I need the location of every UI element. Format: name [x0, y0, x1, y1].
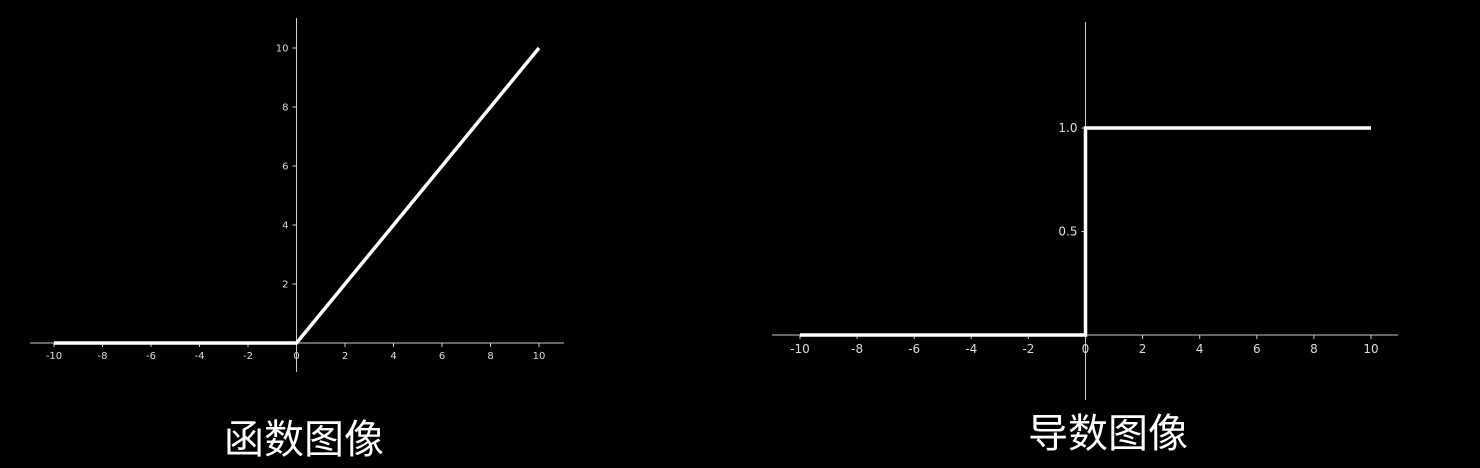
- x-tick-label: 6: [439, 351, 445, 362]
- x-tick-label: 4: [1196, 342, 1204, 356]
- x-tick-label: -2: [243, 351, 253, 362]
- x-tick-label: -8: [851, 342, 863, 356]
- x-tick-label: 4: [390, 351, 396, 362]
- x-tick-label: -6: [146, 351, 156, 362]
- x-tick-label: -4: [965, 342, 977, 356]
- series-line: [800, 126, 1371, 337]
- y-tick-label: 0.5: [1058, 225, 1077, 239]
- x-tick-label: -10: [790, 342, 810, 356]
- x-tick-label: 8: [487, 351, 493, 362]
- x-tick-label: 10: [1363, 342, 1378, 356]
- x-tick-label: -4: [195, 351, 205, 362]
- x-tick-label: 2: [342, 351, 348, 362]
- x-tick-label: 6: [1253, 342, 1261, 356]
- caption-derivative-graph: 导数图像: [1028, 411, 1188, 457]
- series-line: [54, 46, 541, 345]
- x-tick-label: -6: [908, 342, 920, 356]
- x-tick-label: -2: [1022, 342, 1034, 356]
- x-tick-label: 10: [533, 351, 546, 362]
- x-tick-label: 0: [1082, 342, 1090, 356]
- y-tick-label: 2: [282, 280, 288, 291]
- x-tick-label: 8: [1310, 342, 1318, 356]
- x-tick-label: 0: [293, 351, 299, 362]
- relu-derivative-chart: -10 -8 -6 -4 -2 0 2 4 6 8 10 0.5 1.0: [772, 22, 1398, 400]
- y-tick-label: 8: [282, 103, 288, 114]
- caption-function-graph: 函数图像: [224, 417, 384, 463]
- x-tick-label: 2: [1139, 342, 1147, 356]
- relu-function-chart: -10 -8 -6 -4 -2 0 2 4 6 8 10 2 4 6 8 10: [30, 18, 564, 372]
- y-tick-label: 4: [282, 221, 288, 232]
- x-tick-label: -8: [98, 351, 108, 362]
- y-tick-label: 10: [276, 44, 289, 55]
- y-tick-label: 6: [282, 162, 288, 173]
- x-tick-label: -10: [46, 351, 62, 362]
- y-tick-label: 1.0: [1058, 121, 1077, 135]
